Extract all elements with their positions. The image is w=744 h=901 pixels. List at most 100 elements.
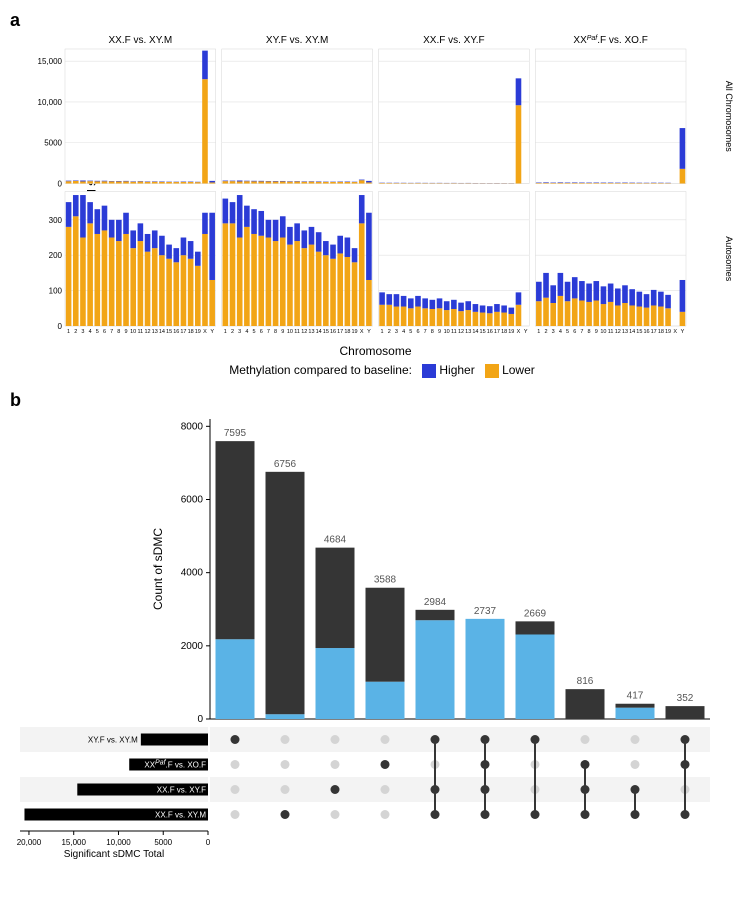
svg-text:X: X [360,329,364,335]
svg-text:3: 3 [552,329,555,335]
panel-a-chart: Total sDMCXX.F vs. XY.MXY.F vs. XY.MXX.F… [10,31,734,361]
svg-text:8: 8 [588,329,591,335]
svg-text:XX.F vs. XY.M: XX.F vs. XY.M [109,35,173,46]
svg-text:16: 16 [487,329,493,335]
svg-text:19: 19 [508,329,514,335]
svg-text:10: 10 [287,329,293,335]
svg-text:18: 18 [501,329,507,335]
svg-text:19: 19 [665,329,671,335]
svg-text:4: 4 [559,329,562,335]
svg-text:X: X [673,329,677,335]
svg-text:8: 8 [431,329,434,335]
svg-text:5: 5 [96,329,99,335]
svg-text:5000: 5000 [154,838,172,847]
svg-text:3: 3 [81,329,84,335]
svg-text:816: 816 [577,676,594,687]
svg-text:11: 11 [138,329,144,335]
svg-text:XX.F vs. XY.M: XX.F vs. XY.M [155,810,206,819]
svg-text:15,000: 15,000 [38,57,63,66]
svg-text:2669: 2669 [524,608,547,619]
svg-text:6: 6 [573,329,576,335]
svg-text:200: 200 [49,251,63,260]
svg-text:17: 17 [180,329,186,335]
svg-text:13: 13 [308,329,314,335]
svg-text:12: 12 [144,329,150,335]
svg-text:12: 12 [615,329,621,335]
svg-text:1: 1 [224,329,227,335]
svg-text:4: 4 [89,329,92,335]
svg-text:17: 17 [337,329,343,335]
svg-text:10,000: 10,000 [106,838,131,847]
svg-text:1: 1 [537,329,540,335]
svg-text:6756: 6756 [274,459,297,470]
panel-b-chart: 02000400060008000Count of sDMC7595675646… [10,411,734,891]
figure: a Total sDMCXX.F vs. XY.MXY.F vs. XY.MXX… [10,10,744,891]
svg-text:17: 17 [651,329,657,335]
svg-text:11: 11 [608,329,614,335]
svg-text:2000: 2000 [181,641,204,652]
svg-text:15: 15 [166,329,172,335]
legend-higher-label: Higher [439,363,474,377]
svg-text:XXPaf.F vs. XO.F: XXPaf.F vs. XO.F [144,759,206,770]
svg-text:14: 14 [159,329,165,335]
svg-text:14: 14 [629,329,635,335]
panel-b-label: b [10,390,744,411]
svg-text:12: 12 [301,329,307,335]
svg-text:6: 6 [260,329,263,335]
svg-text:XX.F vs. XY.F: XX.F vs. XY.F [423,35,485,46]
svg-text:417: 417 [627,691,644,702]
svg-text:XXPaf.F vs. XO.F: XXPaf.F vs. XO.F [573,35,647,47]
svg-text:Y: Y [367,329,371,335]
legend-higher-swatch [422,364,436,378]
svg-text:1: 1 [67,329,70,335]
svg-text:18: 18 [344,329,350,335]
svg-text:Chromosome: Chromosome [339,344,411,358]
svg-text:13: 13 [152,329,158,335]
legend-lower-label: Lower [502,363,535,377]
svg-text:13: 13 [622,329,628,335]
svg-text:5000: 5000 [44,139,62,148]
panel-a-label: a [10,10,744,31]
svg-text:10: 10 [130,329,136,335]
svg-text:5: 5 [566,329,569,335]
svg-text:0: 0 [58,180,63,189]
svg-text:9: 9 [124,329,127,335]
svg-text:352: 352 [677,693,694,704]
svg-text:11: 11 [294,329,300,335]
svg-text:10: 10 [444,329,450,335]
svg-text:9: 9 [438,329,441,335]
svg-text:5: 5 [409,329,412,335]
svg-text:15: 15 [323,329,329,335]
svg-text:15: 15 [636,329,642,335]
svg-text:8: 8 [274,329,277,335]
svg-text:15,000: 15,000 [61,838,86,847]
svg-text:0: 0 [206,838,211,847]
svg-text:14: 14 [316,329,322,335]
svg-text:X: X [517,329,521,335]
svg-text:Significant sDMC Total: Significant sDMC Total [64,849,164,860]
svg-text:Y: Y [681,329,685,335]
svg-text:13: 13 [465,329,471,335]
svg-text:10,000: 10,000 [38,98,63,107]
svg-text:14: 14 [472,329,478,335]
svg-text:7: 7 [267,329,270,335]
svg-text:8: 8 [117,329,120,335]
svg-text:19: 19 [351,329,357,335]
svg-text:9: 9 [281,329,284,335]
svg-text:3: 3 [395,329,398,335]
svg-text:300: 300 [49,216,63,225]
svg-text:Y: Y [524,329,528,335]
legend: Methylation compared to baseline: Higher… [10,363,744,378]
svg-text:5: 5 [253,329,256,335]
svg-text:12: 12 [458,329,464,335]
svg-text:4: 4 [402,329,405,335]
svg-text:15: 15 [480,329,486,335]
svg-text:19: 19 [195,329,201,335]
svg-text:Count of sDMC: Count of sDMC [151,527,165,609]
svg-text:XY.F vs. XY.M: XY.F vs. XY.M [266,35,328,46]
svg-text:16: 16 [643,329,649,335]
svg-text:20,000: 20,000 [17,838,42,847]
svg-text:XX.F vs. XY.F: XX.F vs. XY.F [157,785,206,794]
svg-text:6: 6 [416,329,419,335]
svg-text:18: 18 [188,329,194,335]
